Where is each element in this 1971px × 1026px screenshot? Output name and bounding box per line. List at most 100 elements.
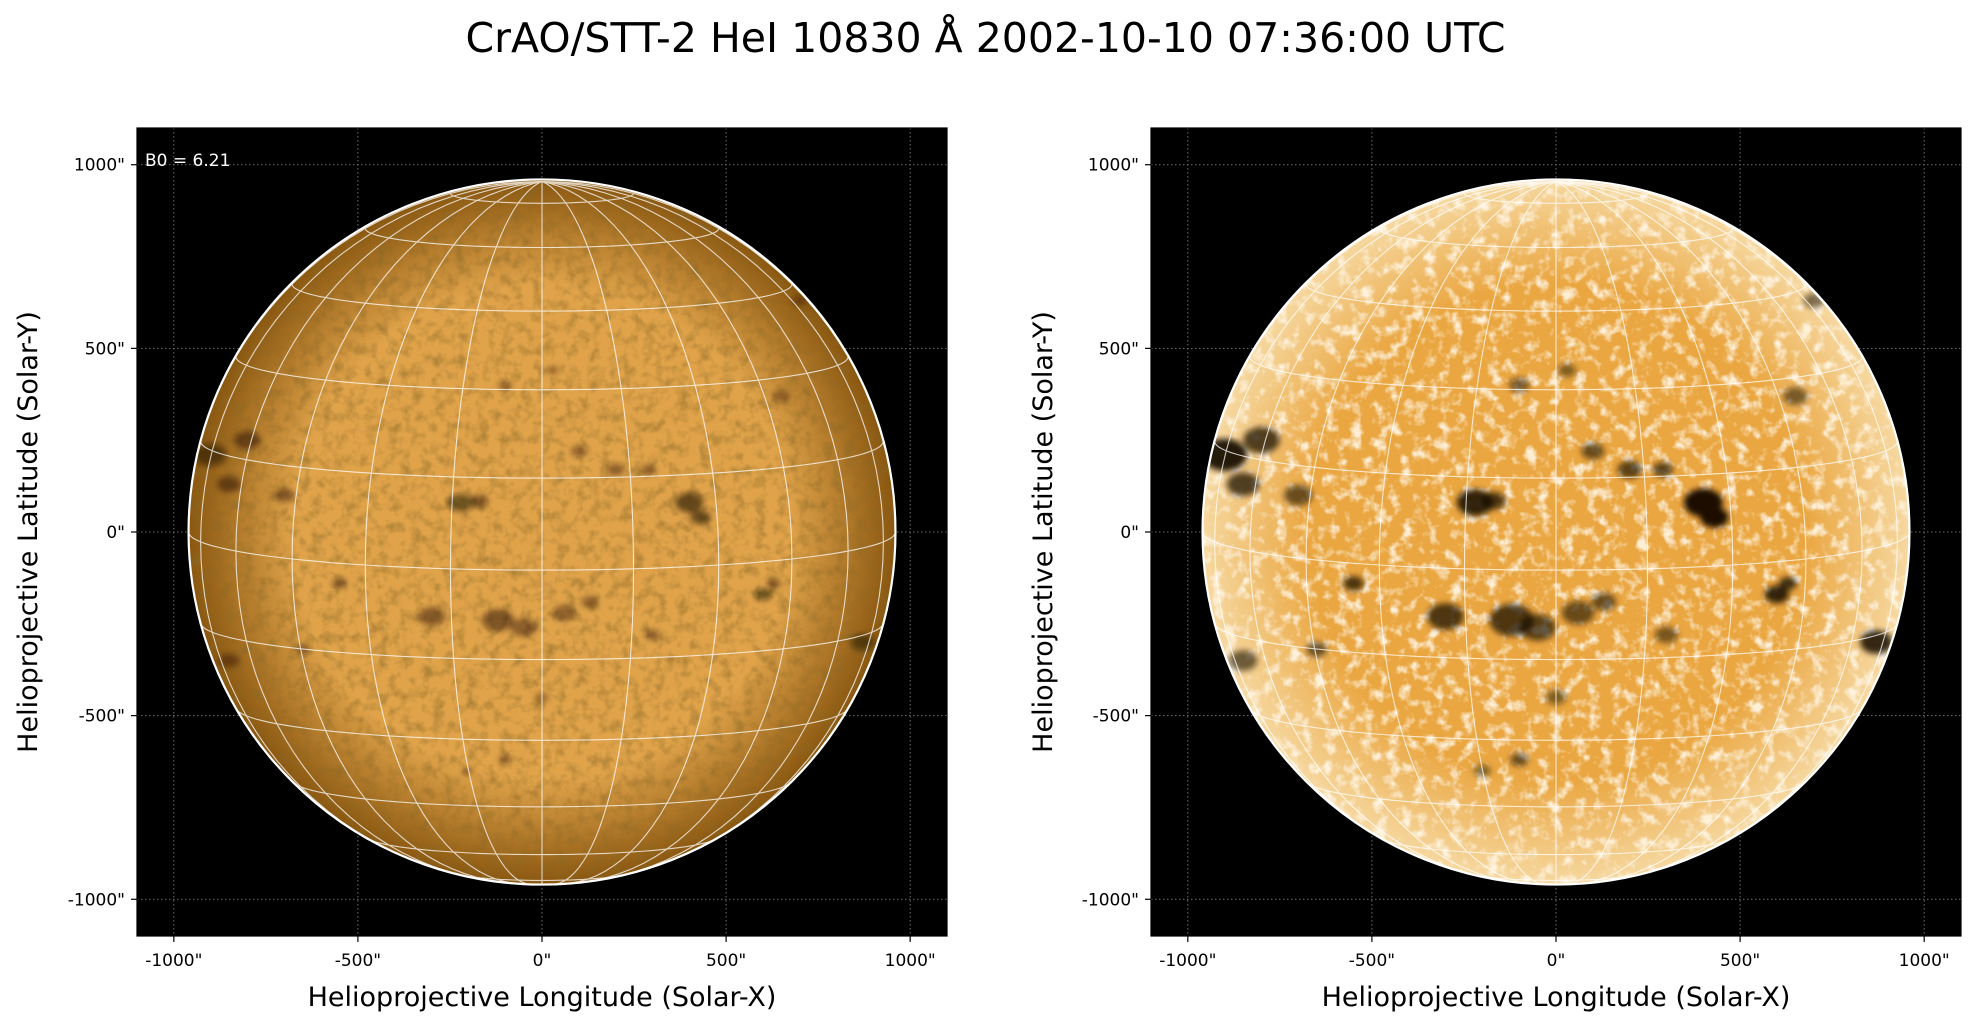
- longitude-line: [1305, 180, 1557, 883]
- dark-feature: [481, 609, 515, 632]
- dark-feature: [1228, 650, 1258, 671]
- longitude-line: [449, 181, 543, 885]
- longitude-line: [1555, 181, 1649, 885]
- dark-feature: [546, 365, 560, 375]
- dark-feature: [570, 445, 588, 457]
- dark-filaments: [194, 295, 875, 775]
- x-tick-label: -500": [335, 951, 381, 971]
- dark-feature: [675, 492, 704, 513]
- dark-feature: [447, 493, 475, 512]
- solar-limb: [1201, 178, 1911, 886]
- longitude-line: [541, 180, 793, 883]
- y-tick-label: 1000": [1088, 156, 1139, 176]
- left-b0-annotation: B0 = 6.21: [145, 151, 230, 171]
- dark-feature: [767, 578, 781, 588]
- x-tick-label: 1000": [885, 951, 936, 971]
- dark-feature: [218, 653, 240, 668]
- longitude-line: [1555, 180, 1807, 883]
- left-xlabel: Helioprojective Longitude (Solar-X): [308, 982, 777, 1013]
- dark-feature: [418, 607, 445, 626]
- longitude-line: [1214, 180, 1557, 857]
- longitude-line: [364, 180, 543, 884]
- dark-feature: [194, 443, 227, 466]
- x-tick-label: 0": [533, 951, 552, 971]
- dark-feature: [470, 494, 489, 507]
- dark-feature: [497, 380, 513, 391]
- longitude-line: [541, 181, 635, 885]
- dark-feature: [754, 588, 772, 601]
- dark-feature: [606, 463, 625, 476]
- y-tick-label: 500": [1099, 339, 1139, 359]
- dark-feature: [552, 604, 576, 621]
- dark-feature: [217, 476, 241, 493]
- dark-feature: [1343, 576, 1364, 591]
- longitude-line: [1463, 181, 1557, 885]
- dark-feature: [641, 464, 657, 475]
- longitude-line: [541, 180, 720, 884]
- longitude-line: [235, 180, 543, 877]
- y-tick-label: 0": [1120, 523, 1139, 543]
- heliographic-grid: [1202, 180, 1910, 885]
- x-tick-label: -1000": [1159, 951, 1216, 971]
- dark-feature: [332, 578, 347, 589]
- longitude-line: [1378, 180, 1557, 884]
- dark-feature: [1655, 626, 1678, 644]
- longitude-line: [291, 180, 543, 883]
- dark-feature: [1779, 576, 1797, 590]
- dark-feature: [1510, 753, 1529, 767]
- dark-feature: [1226, 472, 1260, 497]
- right-panel: -1000" -500" 0" 500" 1000" 1000" 500" 0" -500" -1…: [1028, 127, 1962, 1013]
- x-tick-label: 1000": [1899, 951, 1950, 971]
- dark-feature: [1481, 491, 1506, 510]
- y-tick-label: -1000": [68, 890, 125, 910]
- y-tick-label: 500": [85, 339, 125, 359]
- x-tick-label: 500": [1720, 951, 1760, 971]
- longitude-line: [1555, 180, 1734, 884]
- dark-feature: [1509, 377, 1530, 393]
- y-tick-label: -1000": [1082, 890, 1139, 910]
- longitude-line: [1555, 180, 1898, 857]
- dark-feature: [1558, 363, 1576, 377]
- dark-feature: [1519, 614, 1556, 641]
- dark-feature: [1243, 426, 1280, 454]
- x-tick-label: -1000": [145, 951, 202, 971]
- dark-feature: [234, 431, 261, 450]
- right-ylabel: Helioprojective Latitude (Solar-Y): [1028, 311, 1059, 753]
- x-tick-label: -500": [1349, 951, 1395, 971]
- dark-feature: [581, 595, 599, 608]
- y-tick-label: 1000": [74, 156, 125, 176]
- heliographic-grid: [188, 180, 896, 885]
- dark-feature: [792, 295, 808, 306]
- dark-feature: [1617, 460, 1642, 479]
- longitude-line: [541, 180, 849, 877]
- dark-feature: [1652, 462, 1673, 477]
- solar-limb: [187, 178, 897, 886]
- left-panel: B0 = 6.21 -1000" -500" 0" 500" 1000" 1000" 500…: [13, 127, 948, 1013]
- dark-feature: [1591, 592, 1617, 611]
- x-tick-label: 0": [1547, 951, 1566, 971]
- dark-feature: [1860, 630, 1893, 654]
- y-tick-label: 0": [106, 523, 125, 543]
- right-solar-disk: [1150, 127, 1962, 937]
- dark-feature: [1427, 603, 1464, 630]
- dark-feature: [510, 618, 537, 637]
- dark-feature: [1284, 484, 1313, 506]
- dark-feature: [1700, 507, 1729, 528]
- longitude-line: [200, 180, 543, 857]
- dark-feature: [498, 755, 512, 765]
- dark-feature: [644, 629, 661, 641]
- dark-feature: [1581, 442, 1605, 460]
- dark-feature: [273, 488, 295, 503]
- dark-feature: [1764, 585, 1790, 604]
- figure-title: CrAO/STT-2 HeI 10830 Å 2002-10-10 07:36:…: [465, 14, 1506, 62]
- right-xlabel: Helioprojective Longitude (Solar-X): [1322, 982, 1791, 1013]
- right-tick-labels: -1000" -500" 0" 500" 1000" 1000" 500" 0" -500" -1…: [1082, 156, 1950, 971]
- dark-feature: [1783, 387, 1808, 405]
- longitude-line: [1555, 180, 1863, 877]
- dark-feature: [1561, 601, 1595, 625]
- dark-feature: [772, 390, 791, 403]
- longitude-line: [541, 180, 884, 857]
- y-tick-label: -500": [1093, 707, 1139, 727]
- left-ylabel: Helioprojective Latitude (Solar-Y): [13, 311, 44, 753]
